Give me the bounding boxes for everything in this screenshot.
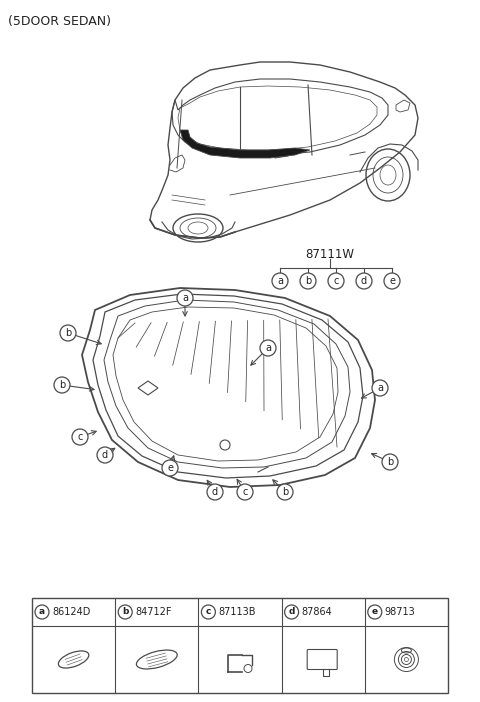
- Text: a: a: [265, 343, 271, 353]
- Text: 87111W: 87111W: [305, 249, 355, 262]
- Circle shape: [35, 605, 49, 619]
- Bar: [32, 598, 448, 693]
- Text: b: b: [59, 380, 65, 390]
- Text: d: d: [288, 607, 295, 616]
- Text: b: b: [122, 607, 128, 616]
- Text: 87864: 87864: [301, 607, 332, 617]
- Circle shape: [177, 290, 193, 306]
- Text: c: c: [333, 276, 339, 286]
- Circle shape: [60, 325, 76, 341]
- Text: e: e: [389, 276, 395, 286]
- Circle shape: [162, 460, 178, 476]
- Circle shape: [328, 273, 344, 289]
- Circle shape: [54, 377, 70, 393]
- Circle shape: [118, 605, 132, 619]
- Text: a: a: [39, 607, 45, 616]
- Text: c: c: [206, 607, 211, 616]
- Circle shape: [260, 340, 276, 356]
- Text: d: d: [102, 450, 108, 460]
- Text: (5DOOR SEDAN): (5DOOR SEDAN): [8, 15, 111, 28]
- Text: c: c: [77, 432, 83, 442]
- Circle shape: [356, 273, 372, 289]
- Text: 84712F: 84712F: [135, 607, 172, 617]
- Text: b: b: [387, 457, 393, 467]
- Text: a: a: [277, 276, 283, 286]
- Circle shape: [372, 380, 388, 396]
- Text: a: a: [182, 293, 188, 303]
- Circle shape: [300, 273, 316, 289]
- Text: e: e: [372, 607, 378, 616]
- Text: d: d: [212, 487, 218, 497]
- Text: a: a: [377, 383, 383, 393]
- Circle shape: [207, 484, 223, 500]
- Circle shape: [277, 484, 293, 500]
- Circle shape: [368, 605, 382, 619]
- Text: 86124D: 86124D: [52, 607, 90, 617]
- Circle shape: [285, 605, 299, 619]
- Circle shape: [384, 273, 400, 289]
- Text: e: e: [167, 463, 173, 473]
- Text: b: b: [282, 487, 288, 497]
- Text: 98713: 98713: [385, 607, 416, 617]
- Text: d: d: [361, 276, 367, 286]
- Text: b: b: [305, 276, 311, 286]
- Text: c: c: [242, 487, 248, 497]
- Circle shape: [272, 273, 288, 289]
- Polygon shape: [180, 130, 310, 158]
- Circle shape: [382, 454, 398, 470]
- Circle shape: [237, 484, 253, 500]
- Circle shape: [72, 429, 88, 445]
- Circle shape: [202, 605, 216, 619]
- Text: b: b: [65, 328, 71, 338]
- Circle shape: [97, 447, 113, 463]
- Text: 87113B: 87113B: [218, 607, 256, 617]
